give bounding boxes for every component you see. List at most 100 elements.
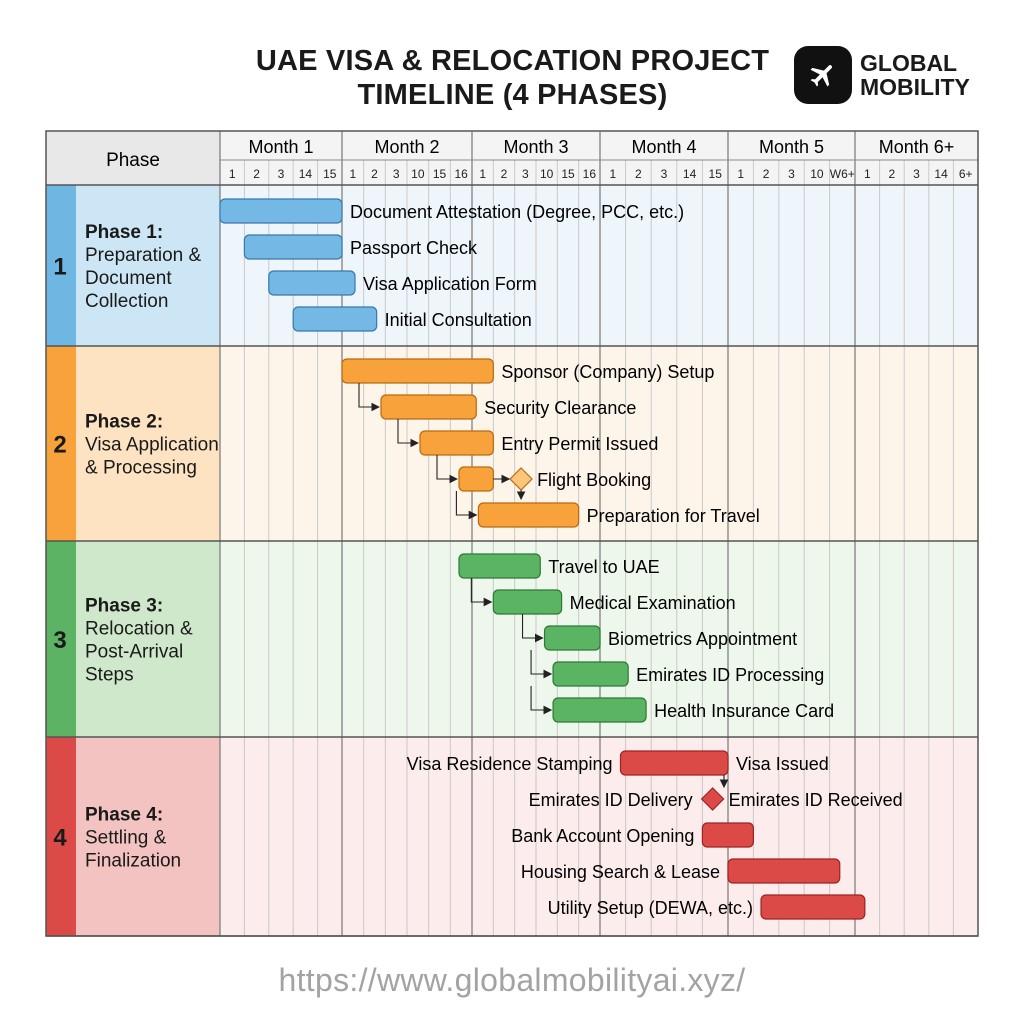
task-label: Utility Setup (DEWA, etc.): [548, 898, 753, 918]
task-row: Flight Booking: [436, 455, 651, 501]
phase-accent-bar: [46, 541, 76, 737]
sub-column-label: 2: [253, 167, 260, 181]
task-row: Sponsor (Company) Setup: [341, 358, 714, 384]
sub-column-label: 15: [709, 167, 723, 181]
task-bar: [552, 661, 629, 687]
phase-accent-bar: [46, 737, 76, 936]
task-bar: [477, 502, 580, 528]
task-row: Passport Check: [243, 234, 478, 260]
phase-accent-bar: [46, 346, 76, 541]
task-label: Travel to UAE: [548, 557, 659, 577]
phase-desc-line: Post-Arrival: [85, 642, 183, 663]
sub-column-label: 3: [661, 167, 668, 181]
timeline-header-bg: [220, 131, 978, 185]
task-bar: [760, 894, 866, 920]
task-row: Utility Setup (DEWA, etc.): [548, 894, 866, 920]
sub-column-label: 2: [763, 167, 770, 181]
task-row: Health Insurance Card: [530, 686, 834, 723]
phase-title: Phase 2:: [85, 412, 163, 433]
dependency-arrow: [530, 686, 553, 715]
logo-line-1: GLOBAL: [860, 50, 958, 76]
phase-column-header: Phase: [106, 150, 160, 171]
task-row: Initial Consultation: [292, 306, 532, 332]
logo: GLOBAL MOBILITY: [794, 46, 970, 104]
task-label: Emirates ID Delivery: [529, 790, 693, 810]
task-right-label: Visa Issued: [736, 754, 829, 774]
sub-column-label: 6+: [959, 167, 973, 181]
sub-column-label: 3: [393, 167, 400, 181]
task-bar: [292, 306, 378, 332]
sub-column-label: 16: [454, 167, 468, 181]
sub-column-label: 14: [299, 167, 313, 181]
dependency-arrow: [436, 455, 459, 484]
month-label: Month 1: [248, 137, 313, 157]
task-bar: [380, 394, 477, 420]
task-label: Emirates ID Processing: [636, 665, 824, 685]
footer-url[interactable]: https://www.globalmobilityai.xyz/: [278, 962, 746, 998]
sub-column-label: 10: [411, 167, 425, 181]
task-bar: [243, 234, 343, 260]
task-bar: [552, 697, 647, 723]
phase-desc-line: Visa Application: [85, 435, 219, 456]
phase-desc-line: Relocation &: [85, 619, 193, 640]
sub-column-label: 3: [522, 167, 529, 181]
phase-title: Phase 4:: [85, 805, 163, 826]
sub-column-label: 1: [349, 167, 356, 181]
task-label: Preparation for Travel: [587, 506, 760, 526]
phase-desc-line: & Processing: [85, 458, 197, 479]
task-label: Passport Check: [350, 238, 478, 258]
sub-column-label: 15: [433, 167, 447, 181]
task-row: Security Clearance: [358, 383, 636, 420]
dependency-arrow: [530, 650, 553, 679]
sub-column-label: 16: [583, 167, 597, 181]
task-row: Bank Account Opening: [511, 822, 755, 848]
page-title: UAE VISA & RELOCATION PROJECT TIMELINE (…: [200, 44, 825, 112]
month-label: Month 2: [374, 137, 439, 157]
task-row: Visa Residence Stamping Visa Issued: [407, 750, 829, 776]
task-bar: [341, 358, 494, 384]
phase-column-header-bg: [46, 131, 220, 185]
sub-column-label: 1: [864, 167, 871, 181]
task-bar: [543, 625, 601, 651]
sub-column-label: 2: [371, 167, 378, 181]
logo-text: GLOBAL MOBILITY: [860, 51, 970, 99]
task-label: Health Insurance Card: [654, 701, 834, 721]
sub-column-label: 3: [278, 167, 285, 181]
task-bar: [458, 553, 541, 579]
title-line-2: TIMELINE (4 PHASES): [357, 79, 668, 111]
sub-column-label: 10: [810, 167, 824, 181]
task-bar: [727, 858, 841, 884]
task-bar: [619, 750, 729, 776]
phase-desc-line: Collection: [85, 291, 168, 312]
sub-column-label: 3: [788, 167, 795, 181]
dependency-arrow: [521, 614, 544, 643]
dependency-arrow: [455, 491, 478, 520]
task-row: Preparation for Travel: [455, 491, 760, 528]
task-row: Travel to UAE: [458, 553, 660, 579]
task-label: Visa Residence Stamping: [407, 754, 613, 774]
phase-number: 2: [53, 432, 66, 459]
task-right-label: Emirates ID Received: [729, 790, 903, 810]
task-label: Initial Consultation: [385, 310, 532, 330]
milestone-diamond: [700, 787, 725, 811]
phase-desc-line: Document: [85, 268, 172, 289]
task-label: Entry Permit Issued: [501, 434, 658, 454]
phase-title: Phase 1:: [85, 222, 163, 243]
task-row: Medical Examination: [470, 578, 736, 615]
task-row: Document Attestation (Degree, PCC, etc.): [219, 198, 684, 224]
phase-label-cell: [76, 737, 220, 936]
phase-accent-bar: [46, 185, 76, 346]
phase-label-cell: [76, 185, 220, 346]
phase-number: 3: [53, 627, 66, 654]
task-label: Flight Booking: [537, 470, 651, 490]
sub-column-label: W6+: [830, 167, 855, 181]
title-line-1: UAE VISA & RELOCATION PROJECT: [255, 45, 770, 77]
task-label: Medical Examination: [570, 593, 736, 613]
sub-column-label: 2: [501, 167, 508, 181]
airplane-icon: [794, 46, 852, 104]
task-bar: [492, 589, 563, 615]
task-row: Biometrics Appointment: [521, 614, 797, 651]
sub-column-label: 1: [737, 167, 744, 181]
month-label: Month 5: [759, 137, 824, 157]
